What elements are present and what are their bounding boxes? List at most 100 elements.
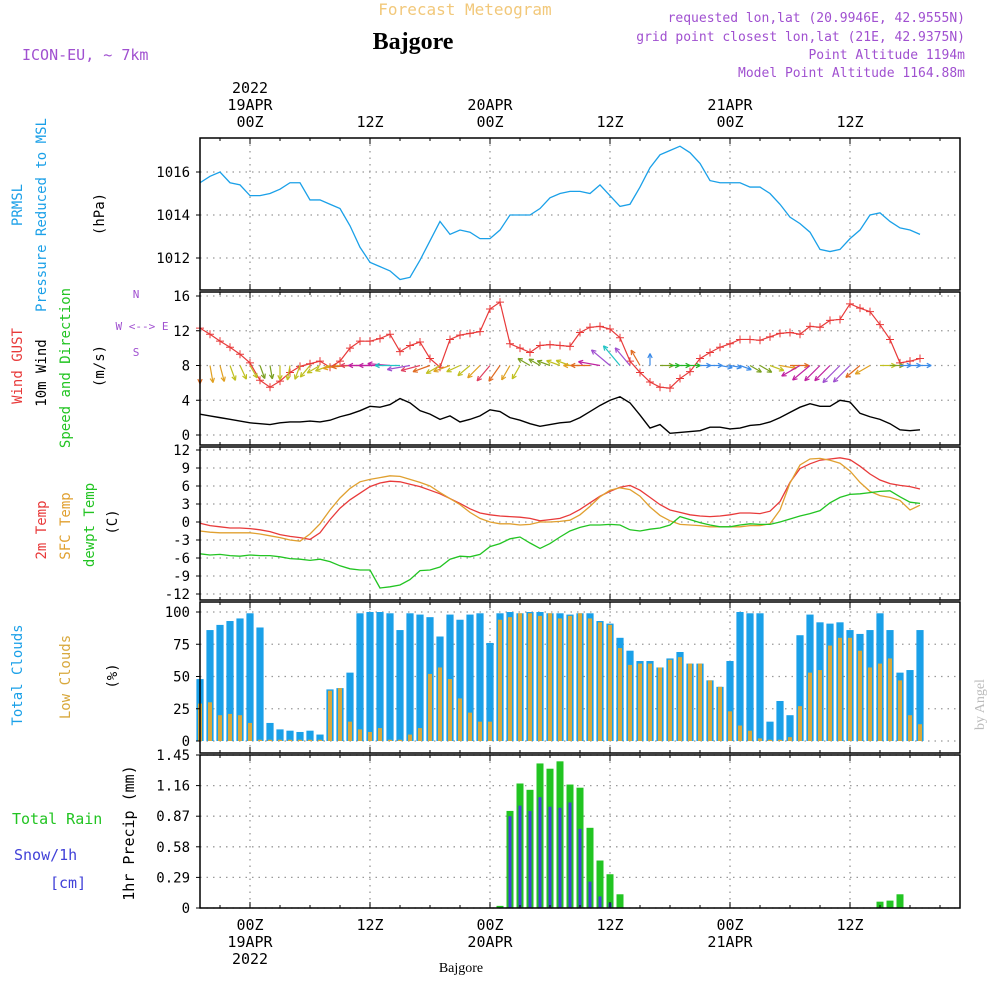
wind-arrow-shaft [239,365,247,380]
panel-frame [199,754,961,909]
gust-point [736,335,744,344]
snow-bar [598,896,602,908]
wind-arrow [590,349,611,366]
wind-arrow [386,364,411,372]
wind-arrow [209,365,215,383]
wind-arrow [920,362,932,369]
gust-point [676,374,684,383]
total-cloud-bar [356,613,364,741]
y-tick-label: -12 [165,587,190,603]
wind-arrow-shaft [249,365,258,379]
low-cloud-bar [508,617,512,741]
gust-point [336,357,344,366]
snow-unit: [cm] [50,874,86,892]
total-cloud-bar [376,612,384,741]
gust-point [916,354,924,363]
low-cloud-bar [738,725,742,741]
wind-arrow [570,362,590,369]
station-name: Bajgore [373,29,454,55]
wind-arrow [700,362,712,369]
total-cloud-bar [216,624,224,741]
low-cloud-bar [498,619,502,741]
wind-arrow [670,362,681,369]
cloud-unit: (%) [105,663,121,688]
wind-arrow [446,364,461,373]
low-cloud-bar [888,658,892,741]
gust-point [696,354,704,363]
wind-arrow-head [348,362,354,369]
snow-bar [578,828,582,908]
wind-arrow-shaft [446,364,461,373]
gust-point [386,330,394,339]
gust-point [746,335,754,344]
low-cloud-bar [318,739,322,741]
wind-arrow-head [331,364,337,370]
gust-point [506,339,514,348]
wind-arrow [322,364,341,371]
low-cloud-bar [618,648,622,741]
wind-arrow-shaft [603,345,621,366]
low-cloud-bar [328,690,332,741]
wind-arrow [792,365,811,381]
gust-point [776,329,784,338]
total-cloud-bar [476,613,484,741]
gust-point [306,359,314,368]
low-cloud-bar [788,737,792,741]
wind-arrow-head [340,362,346,369]
wind-arrow [719,364,733,370]
wind-arrow-shaft [511,365,521,380]
low-cloud-bar [548,613,552,741]
gust-point [456,331,464,340]
y-tick-label: 25 [173,702,190,718]
gust-point [476,327,484,336]
wind-speed-line [199,396,921,434]
low-cloud-bar [368,731,372,741]
wind-arrow-head [517,357,523,364]
wind-arrow [854,364,871,375]
wind-arrow [501,365,511,381]
wind-arrow [630,349,641,366]
gust-point [346,344,354,353]
wind-arrow-head [563,362,569,369]
low-cloud-bar [918,724,922,741]
gust-point [376,334,384,343]
low-cloud-bar [268,739,272,741]
gust-point [666,384,674,393]
low-cloud-bar [858,650,862,741]
low-cloud-bar [598,622,602,741]
low-cloud-bar [818,670,822,741]
temp-sfc-line [199,457,921,542]
snow-bar [528,810,532,908]
wind-arrow-shaft [729,364,742,369]
wind-arrow [555,359,571,367]
wind-arrow [400,364,421,373]
wind-arrow [804,365,821,382]
y-tick-label: 1.45 [156,748,190,764]
low-cloud-bar [578,613,582,741]
low-cloud-bar [398,739,402,741]
wind-arrow-head [488,376,494,382]
wind-arrow-head [926,362,932,369]
total-cloud-bar [256,627,264,741]
temp-sfc-label: SFC Temp [58,492,74,559]
y-tick-label: 1016 [156,165,190,181]
wind-arrow-head [685,362,691,369]
low-cloud-bar [778,739,782,741]
total-cloud-bar [316,734,324,741]
wind-arrow-head [306,368,313,374]
total-cloud-bar [756,613,764,741]
bottom-time-label: 00Z [476,916,503,934]
wind-arrow-shaft [537,360,551,367]
wind-arrow [759,364,773,373]
snow-bar [518,805,522,908]
y-tick-label: 12 [173,324,190,340]
low-cloud-bar [258,739,262,741]
gust-point [416,338,424,347]
gust-point [356,337,364,346]
gust-point [496,298,504,307]
prmsl-unit: (hPa) [92,193,108,235]
watermark: by Angel [973,679,988,730]
wind-arrow-shaft [781,364,801,377]
temp-2m-label: 2m Temp [34,500,50,559]
